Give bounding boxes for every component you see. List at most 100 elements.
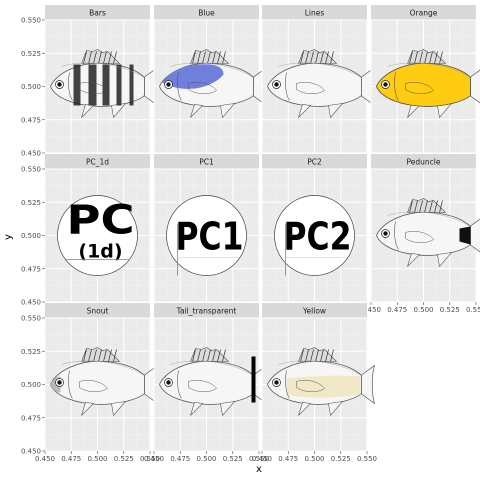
facet-strip	[262, 303, 367, 318]
fish-pelvic-fin	[190, 104, 204, 118]
fish-dorsal-fin	[81, 347, 121, 362]
dorsal-spine	[325, 51, 329, 64]
fish-pupil	[57, 380, 62, 385]
dorsal-spine	[424, 51, 428, 64]
dorsal-spine	[217, 349, 221, 362]
x-tick-label: 0.450	[252, 455, 272, 463]
dorsal-spine	[83, 51, 87, 64]
facet-strip	[262, 5, 367, 20]
fish-gill-line	[394, 72, 399, 101]
y-tick-label: 0.450	[21, 299, 41, 307]
fish-bar-stripe	[73, 64, 81, 106]
y-tick-label: 0.525	[21, 50, 41, 58]
fish-lateral-line	[387, 211, 469, 226]
dorsal-spine	[414, 200, 418, 213]
dorsal-spine	[315, 349, 319, 362]
fish-dorsal-fin	[298, 49, 338, 64]
x-tick-label: 0.475	[278, 455, 298, 463]
dorsal-spine	[192, 349, 196, 362]
fish-pectoral-fin	[188, 380, 217, 392]
fish-gill-line	[394, 221, 399, 250]
y-tick-label: 0.500	[21, 83, 41, 91]
x-tick-label: 0.500	[304, 455, 324, 463]
facet-strip	[154, 154, 259, 169]
facet-strip-label: Lines	[305, 9, 325, 18]
dorsal-spine	[429, 200, 433, 213]
y-tick-label: 0.450	[21, 150, 41, 158]
badge-label: PC2	[284, 215, 352, 259]
dorsal-spine	[325, 349, 329, 362]
x-tick-label: 0.550	[140, 455, 160, 463]
dorsal-spine	[305, 51, 309, 64]
y-tick-label: 0.475	[21, 265, 41, 273]
fish-lateral-line	[278, 62, 360, 77]
badge-label: PC1	[176, 215, 244, 259]
y-tick-label: 0.525	[21, 199, 41, 207]
fish-dorsal-fin	[81, 49, 121, 64]
y-tick-label: 0.475	[21, 116, 41, 124]
fish-pupil	[166, 82, 171, 87]
fish-gill-line	[68, 72, 73, 101]
fish-tail-fin	[359, 364, 376, 405]
x-tick-label: 0.525	[331, 455, 351, 463]
facet-panel: PC2 PC2	[261, 154, 368, 303]
dorsal-spine	[113, 349, 117, 362]
x-tick-label: 0.475	[387, 306, 407, 314]
dorsal-spine	[93, 349, 97, 362]
y-tick-label: 0.500	[21, 381, 41, 389]
facet-strip	[45, 154, 150, 169]
x-tick-label: 0.550	[249, 455, 269, 463]
tail-black-bar	[251, 356, 256, 403]
fish-pelvic-fin	[298, 104, 312, 118]
fish-peduncle-mark	[459, 226, 471, 245]
dorsal-spine	[83, 349, 87, 362]
dorsal-spine	[113, 51, 117, 64]
fish-pectoral-fin	[405, 82, 434, 94]
facet-panel: Lines	[261, 5, 376, 154]
dorsal-spine	[197, 349, 201, 362]
fish-bar-stripe	[116, 64, 122, 106]
fish-pupil	[274, 82, 279, 87]
fish-dorsal-fin	[298, 347, 338, 362]
fish-lateral-line	[170, 62, 252, 77]
fish-lateral-line	[61, 360, 143, 375]
facet-strip	[371, 154, 476, 169]
dorsal-spine	[222, 51, 226, 64]
fish-tail-fin	[468, 69, 480, 104]
y-tick-label: 0.475	[21, 414, 41, 422]
facet-strip	[45, 5, 150, 20]
dorsal-spine	[98, 349, 102, 362]
fish-anal-fin	[111, 401, 127, 417]
dorsal-spine	[315, 51, 319, 64]
y-tick-label: 0.525	[21, 348, 41, 356]
fish-pelvic-fin	[81, 402, 95, 416]
dorsal-spine	[192, 51, 196, 64]
facet-panel: Bars 0.450 0.475 0.500 0.525 0.550	[21, 5, 159, 158]
fish-pectoral-fin	[296, 82, 325, 94]
data-point-glyph	[50, 49, 159, 119]
dorsal-spine	[320, 51, 324, 64]
facet-panel: Yellow 0.450 0.475 0.500 0.525 0.550	[252, 303, 377, 463]
fish-anal-fin	[220, 103, 236, 119]
x-tick-label: 0.525	[440, 306, 460, 314]
facet-strip-label: Yellow	[302, 307, 326, 316]
dorsal-spine	[197, 51, 201, 64]
badge-circle	[57, 195, 138, 276]
fish-body	[267, 62, 362, 107]
x-axis-title: x	[256, 464, 262, 475]
x-tick-label: 0.500	[87, 455, 107, 463]
dorsal-spine	[217, 51, 221, 64]
facet-panel: Tail_transparent 0.450 0.475 0.500 0.525 0.55…	[144, 303, 269, 463]
dorsal-spine	[212, 349, 216, 362]
data-point-glyph	[376, 198, 480, 268]
facet-panel: Blue	[153, 5, 268, 154]
fish-lateral-line	[61, 62, 143, 77]
data-point-glyph	[159, 347, 268, 417]
fish-bar-stripe	[129, 64, 134, 106]
fish-gill-line	[285, 370, 290, 399]
dorsal-spine	[108, 349, 112, 362]
fish-pectoral-fin	[405, 231, 434, 243]
facet-strip-label: Peduncle	[407, 158, 441, 167]
fish-dorsal-fin	[407, 198, 447, 213]
fish-pelvic-fin	[190, 402, 204, 416]
